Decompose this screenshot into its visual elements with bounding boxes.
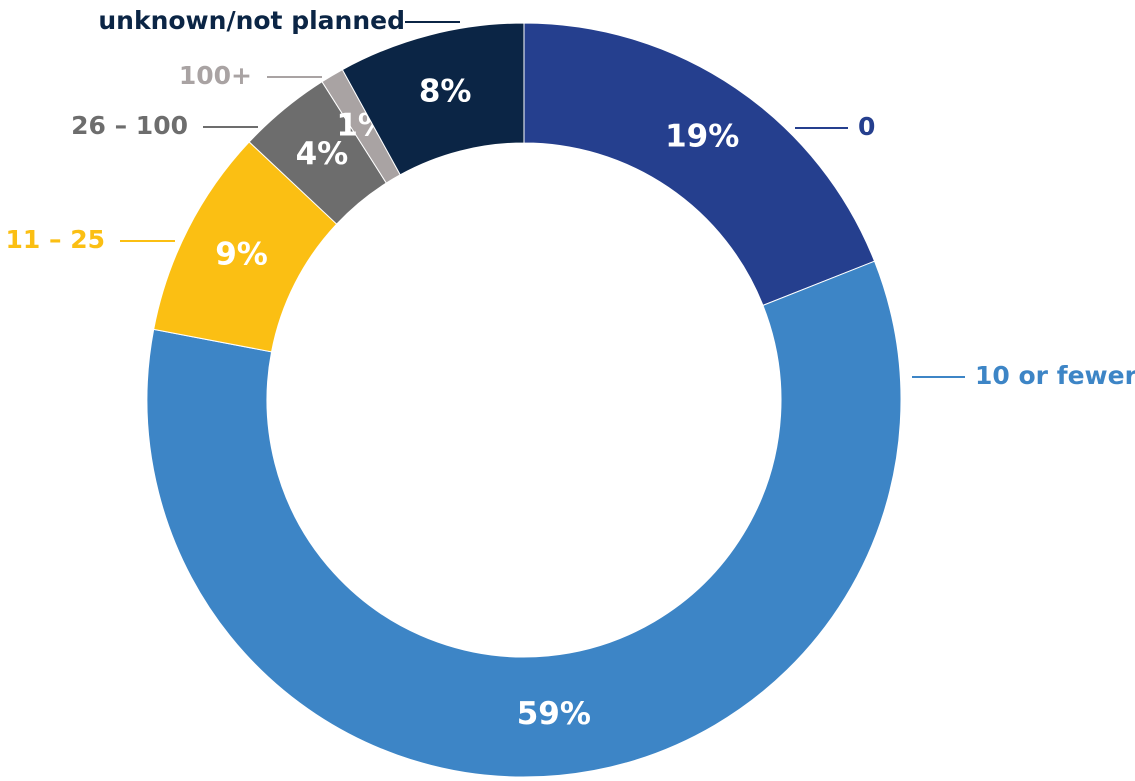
donut-segment [523, 22, 876, 307]
category-label: unknown/not planned [98, 6, 405, 35]
value-label: 59% [517, 696, 591, 732]
category-label: 0 [858, 112, 875, 141]
category-label: 11 – 25 [6, 225, 106, 254]
category-label: 26 – 100 [71, 111, 188, 140]
category-label: 100+ [179, 61, 252, 90]
value-label: 19% [665, 118, 739, 154]
donut-segment [146, 260, 902, 778]
value-label: 4% [296, 136, 349, 172]
category-label: 10 or fewer [975, 361, 1135, 390]
donut-segment [341, 22, 525, 176]
value-label: 9% [215, 237, 268, 273]
value-label: 8% [419, 73, 472, 109]
